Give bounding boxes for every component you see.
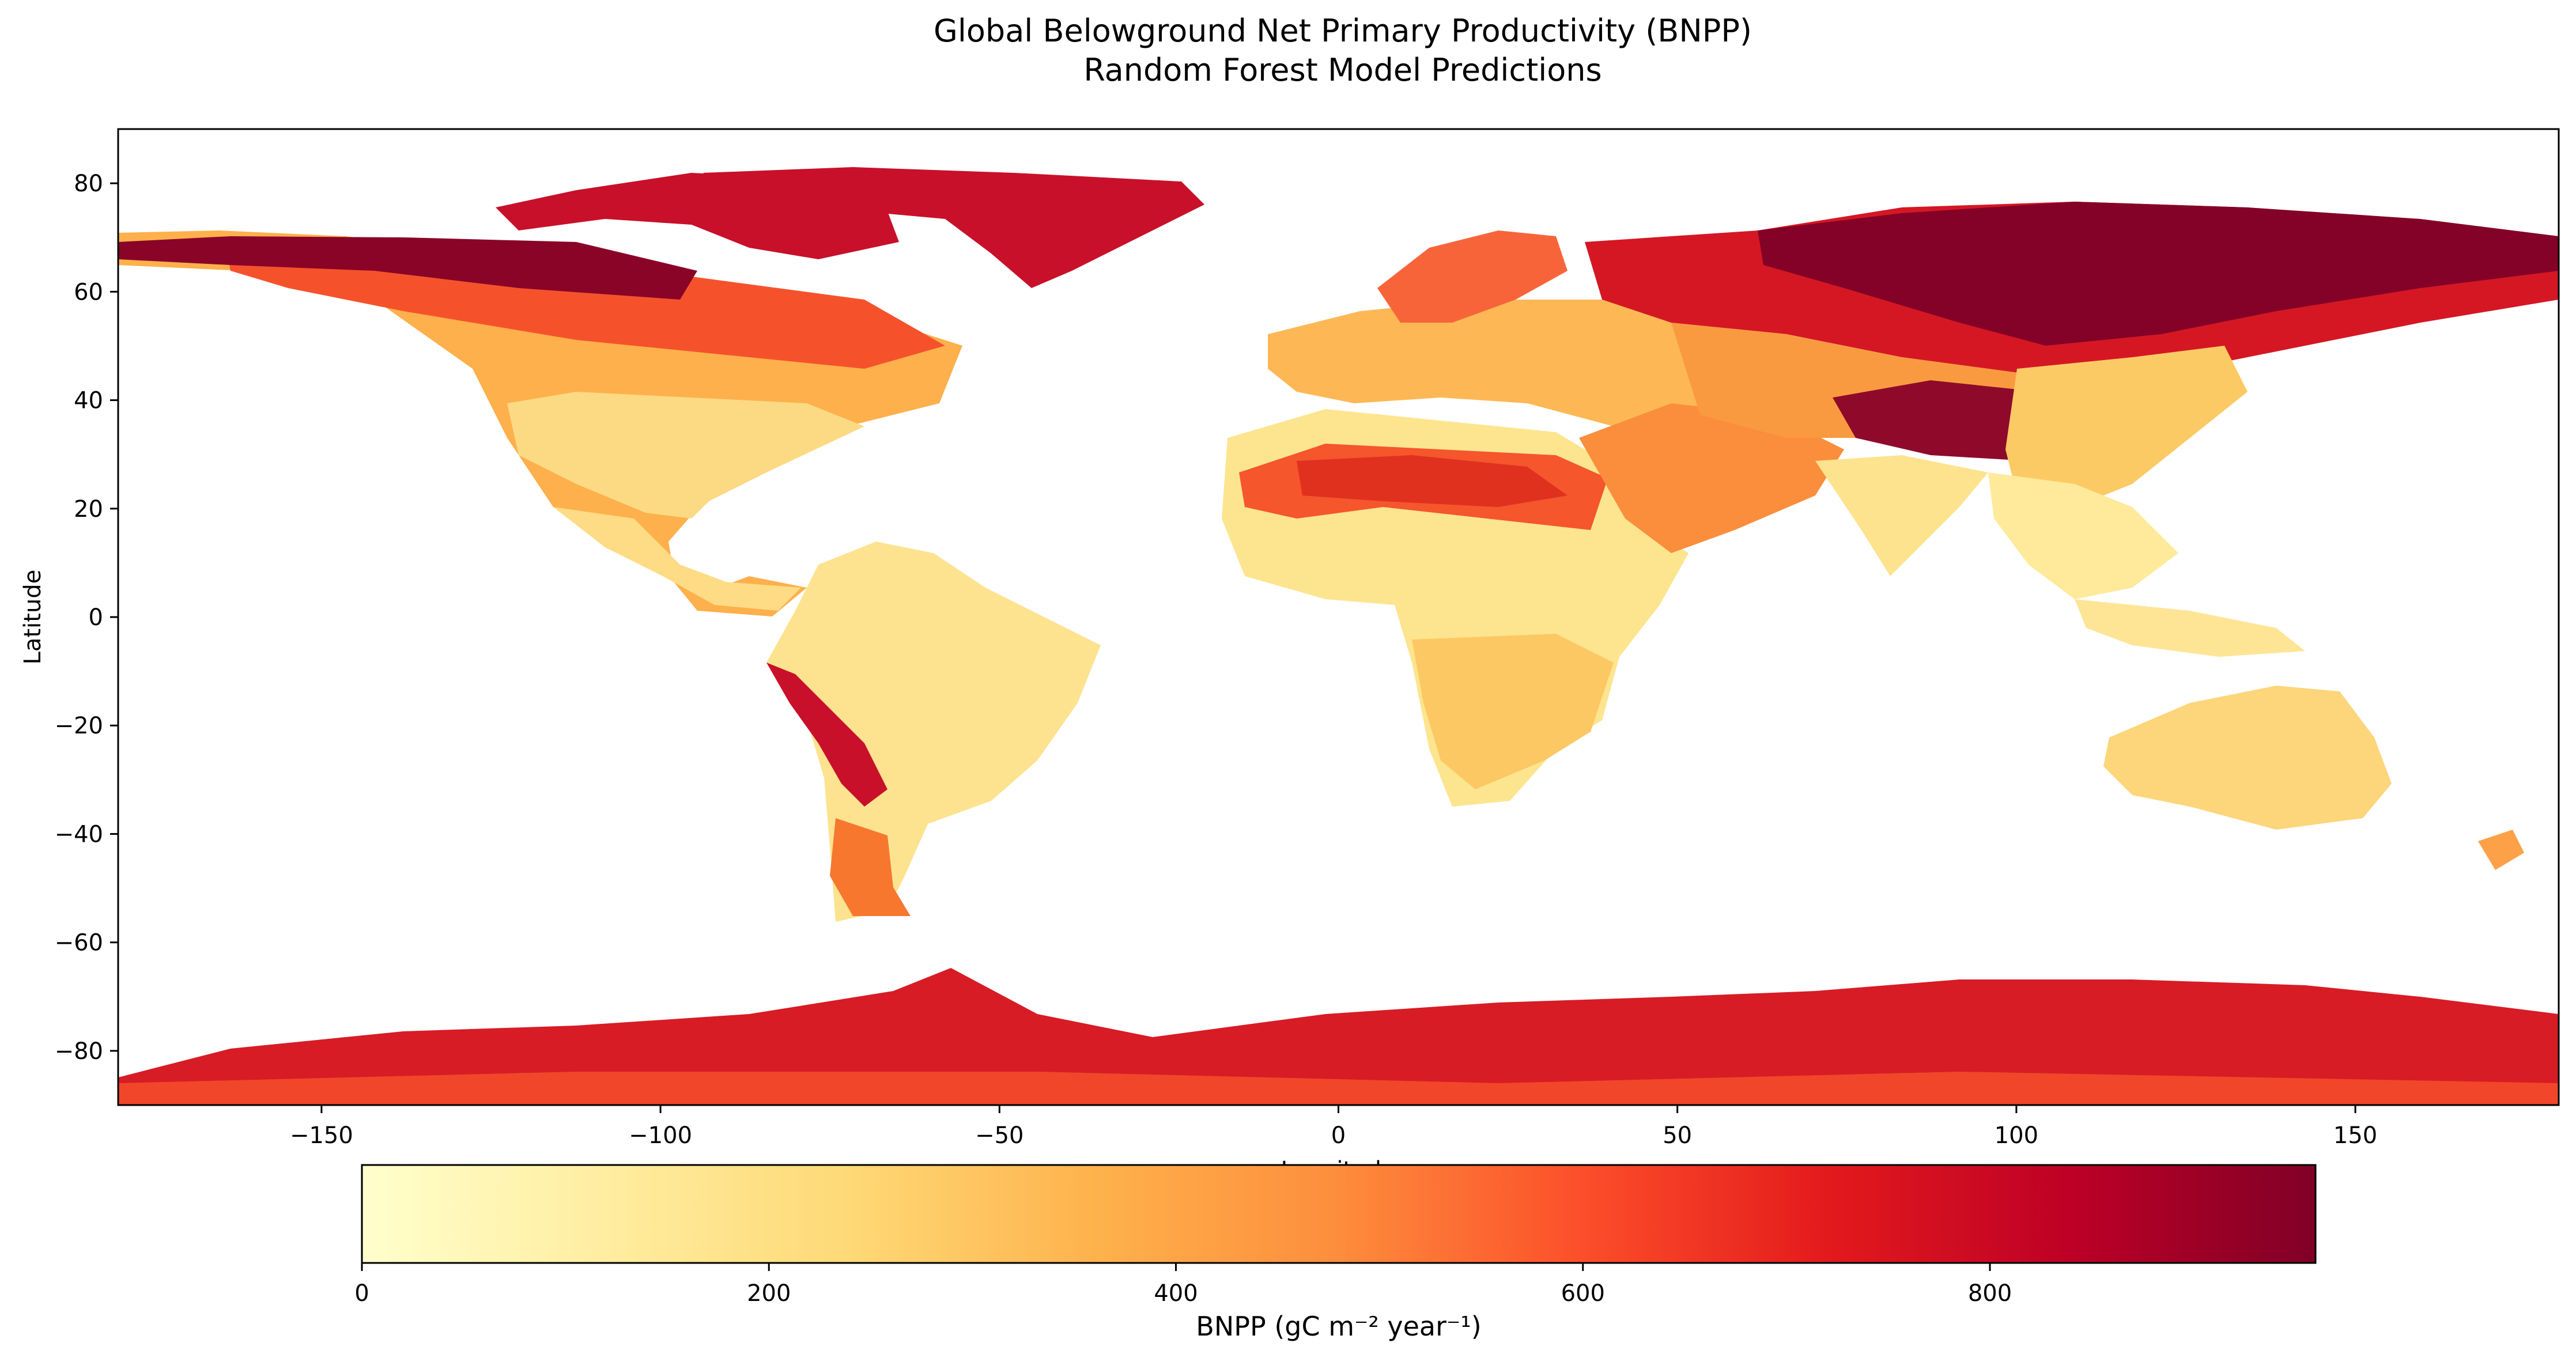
east-asia [2005, 346, 2248, 507]
colorbar-tick-label: 400 [1154, 1280, 1198, 1307]
bnpp-map [118, 129, 2559, 1105]
central-sahara-core [1297, 455, 1567, 507]
indonesia [2075, 599, 2305, 657]
scandinavia [1377, 230, 1567, 323]
x-tick-label: 0 [1331, 1122, 1346, 1149]
y-tick-label: 20 [74, 496, 103, 523]
y-tick-label: −60 [55, 930, 103, 956]
x-axis-ticks: −150 −100 −50 0 50 100 150 [290, 1105, 2377, 1149]
colorbar-label: BNPP (gC m⁻² year⁻¹) [1196, 1311, 1481, 1342]
colorbar-tick-label: 200 [747, 1280, 791, 1307]
middle-east [1579, 403, 1844, 553]
andes [766, 663, 887, 807]
southeast-asia [1988, 472, 2178, 599]
colorbar-ticks: 0 200 400 600 800 [354, 1263, 2012, 1307]
patagonia [830, 818, 911, 916]
arctic-canada-alaska [118, 236, 697, 300]
europe [1268, 300, 1758, 426]
x-tick-label: −150 [290, 1122, 353, 1149]
colorbar-frame [361, 1164, 2317, 1264]
x-tick-label: 50 [1663, 1122, 1692, 1149]
y-tick-label: −40 [55, 821, 103, 848]
mexico-central-america [553, 507, 801, 611]
y-axis-ticks: 80 60 40 20 0 −20 −40 −60 −80 [55, 171, 118, 1065]
siberia-core [1758, 202, 2559, 346]
x-tick-label: 150 [2333, 1122, 2377, 1149]
india [1815, 455, 1988, 576]
australia [2103, 686, 2392, 830]
greenland [703, 167, 1204, 288]
new-zealand [2478, 830, 2524, 870]
y-tick-label: −20 [55, 713, 103, 739]
chart-subtitle: Random Forest Model Predictions [1083, 52, 1601, 88]
usa [507, 392, 864, 519]
y-tick-label: 0 [89, 604, 103, 631]
y-tick-label: 60 [74, 279, 103, 305]
x-tick-label: −100 [629, 1122, 692, 1149]
y-tick-label: 40 [74, 388, 103, 414]
southern-africa [1412, 634, 1614, 789]
y-tick-label: −80 [55, 1038, 103, 1065]
colorbar-tick-label: 800 [1968, 1280, 2012, 1307]
chart-title: Global Belowground Net Primary Productiv… [934, 13, 1752, 49]
y-tick-label: 80 [74, 171, 103, 197]
antarctica-coastal-band [118, 1072, 2559, 1105]
antarctica [118, 968, 2559, 1105]
x-tick-label: −50 [975, 1122, 1023, 1149]
colorbar-tick-label: 0 [354, 1280, 369, 1307]
x-tick-label: 100 [1995, 1122, 2038, 1149]
colorbar-tick-label: 600 [1561, 1280, 1605, 1307]
y-axis-label: Latitude [20, 570, 46, 665]
colorbar [362, 1165, 2316, 1263]
